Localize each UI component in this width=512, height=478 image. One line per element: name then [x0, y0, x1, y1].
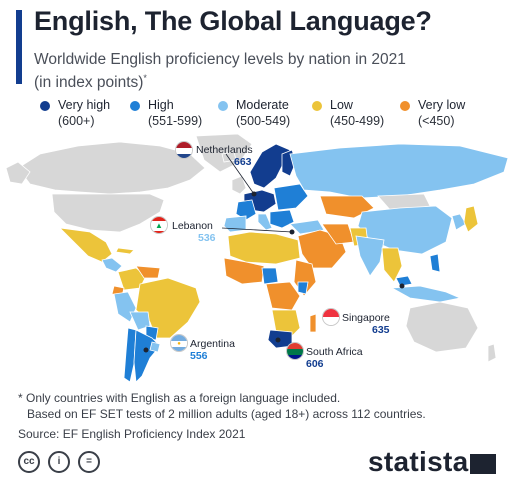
region-indonesia	[390, 285, 462, 303]
page-title: English, The Global Language?	[34, 6, 432, 36]
statista-logo-mark-icon	[470, 454, 496, 474]
region-west-africa	[223, 257, 265, 285]
callout-country: Lebanon	[172, 220, 213, 232]
legend-range: (600+)	[58, 114, 95, 128]
region-australia	[405, 301, 479, 353]
callout-score: 606	[306, 358, 324, 370]
callout-singapore: Singapore 635	[342, 312, 390, 336]
leader-lebanon	[221, 227, 293, 233]
callout-country: Singapore	[342, 312, 390, 324]
flag-south-africa-icon	[286, 342, 304, 360]
legend-range: (<450)	[418, 114, 455, 128]
region-new-zealand	[487, 343, 497, 363]
legend-label: Low	[330, 98, 353, 112]
region-eastern-europe	[273, 183, 309, 211]
legend-range: (450-499)	[330, 114, 385, 128]
legend-range: (500-549)	[236, 114, 291, 128]
legend-swatch-high	[130, 101, 140, 111]
region-canada	[17, 141, 206, 195]
legend-swatch-very-high	[40, 101, 50, 111]
callout-argentina: Argentina 556	[190, 338, 235, 362]
cc-icon[interactable]: cc	[18, 451, 40, 473]
no-derivatives-icon[interactable]: =	[78, 451, 100, 473]
flag-singapore-icon	[322, 308, 340, 326]
leader-netherlands	[225, 153, 255, 195]
footnotes: * Only countries with English as a forei…	[18, 390, 426, 442]
region-cuba	[115, 247, 135, 255]
callout-netherlands: Netherlands 663	[196, 144, 253, 168]
legend-label: Very high	[58, 98, 111, 112]
footnote-2: Based on EF SET tests of 2 million adult…	[27, 407, 426, 421]
statista-logo[interactable]: statista	[368, 446, 469, 477]
region-italy	[257, 213, 273, 231]
legend-label: Very low	[418, 98, 466, 112]
region-balkans	[269, 209, 295, 229]
callout-country: Argentina	[190, 338, 235, 350]
region-uruguay	[149, 341, 161, 353]
flag-lebanon-icon: ▲	[150, 216, 168, 234]
region-nigeria	[261, 267, 279, 285]
region-philippines	[429, 253, 441, 273]
callout-south-africa: South Africa 606	[306, 346, 363, 370]
legend-swatch-moderate	[218, 101, 228, 111]
region-iceland	[221, 151, 237, 163]
callout-lebanon: Lebanon 536	[172, 220, 216, 244]
region-kenya	[297, 281, 309, 295]
attribution-icon[interactable]: i	[48, 451, 70, 473]
callout-score: 556	[190, 350, 208, 362]
region-greenland	[195, 133, 253, 173]
flag-argentina-icon: ●	[170, 334, 188, 352]
region-turkey	[289, 219, 325, 235]
region-central-america	[101, 257, 123, 273]
legend-swatch-very-low	[400, 101, 410, 111]
marker-argentina	[143, 347, 149, 353]
region-uk-ireland	[231, 175, 247, 195]
region-india	[355, 235, 385, 277]
legend: Very high (600+) High (551-599) Moderate (5…	[0, 98, 512, 132]
region-venezuela	[135, 265, 161, 279]
subtitle-text: Worldwide English proficiency levels by …	[34, 51, 406, 92]
callout-country: South Africa	[306, 346, 363, 358]
flag-netherlands-icon	[175, 141, 193, 159]
callout-score: 635	[372, 324, 390, 336]
region-usa	[51, 193, 165, 233]
legend-label: High	[148, 98, 174, 112]
legend-label: Moderate	[236, 98, 289, 112]
footnote-1: * Only countries with English as a forei…	[18, 391, 341, 405]
region-madagascar	[309, 313, 317, 333]
region-france	[235, 199, 257, 221]
legend-range: (551-599)	[148, 114, 203, 128]
marker-singapore	[399, 283, 405, 289]
callout-country: Netherlands	[196, 144, 253, 156]
region-central-africa	[265, 281, 301, 311]
region-russia	[289, 143, 509, 199]
region-north-africa	[227, 231, 301, 265]
world-map	[5, 133, 509, 383]
region-colombia	[117, 267, 147, 291]
callout-score: 536	[198, 232, 216, 244]
region-iberia	[223, 215, 247, 233]
subtitle-footnote-marker: *	[143, 73, 147, 83]
region-bolivia	[129, 311, 151, 331]
callout-score: 663	[234, 156, 252, 168]
region-malaysia	[395, 275, 413, 287]
marker-south-africa	[275, 337, 281, 343]
page-subtitle: Worldwide English proficiency levels by …	[34, 50, 414, 92]
title-accent-bar	[16, 10, 22, 84]
region-mexico	[58, 227, 113, 263]
source-note: Source: EF English Proficiency Index 202…	[18, 427, 246, 441]
region-alaska	[5, 161, 31, 185]
legend-swatch-low	[312, 101, 322, 111]
region-southeast-asia	[381, 247, 403, 283]
region-japan	[463, 205, 479, 233]
